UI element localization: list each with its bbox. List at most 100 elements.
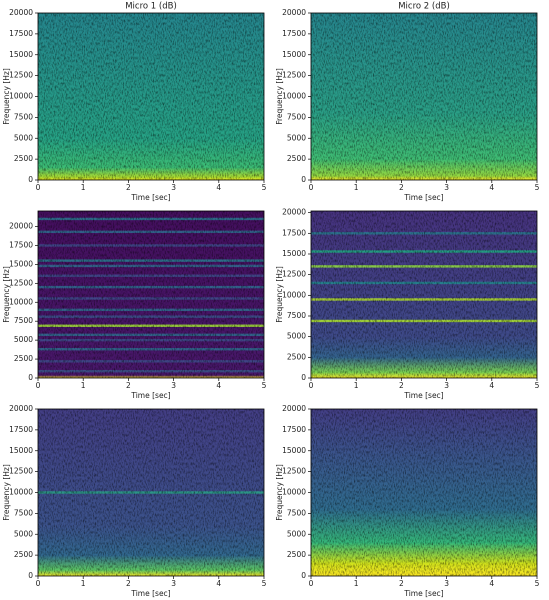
y-tick-label: 5000: [14, 529, 33, 538]
y-tick-label: 2500: [287, 154, 306, 163]
x-axis-label: Time [sec]: [130, 589, 170, 598]
y-tick-label: 12500: [282, 467, 306, 476]
x-tick-label: 1: [354, 579, 359, 588]
x-tick-label: 4: [489, 183, 494, 192]
y-tick-label: 15000: [9, 50, 33, 59]
x-tick-label: 0: [309, 183, 314, 192]
y-tick-label: 0: [301, 373, 306, 382]
y-tick-label: 20000: [282, 208, 306, 217]
y-tick-label: 12500: [9, 278, 33, 287]
y-tick-label: 5000: [287, 332, 306, 341]
y-tick-label: 0: [28, 571, 33, 580]
x-tick-label: 0: [36, 579, 41, 588]
y-axis-label: Frequency [Hz]: [2, 464, 11, 521]
spectrogram: [38, 13, 264, 180]
x-tick-label: 0: [309, 579, 314, 588]
y-tick-label: 12500: [9, 71, 33, 80]
x-tick-label: 4: [216, 579, 221, 588]
y-tick-label: 15000: [282, 249, 306, 258]
y-tick-label: 7500: [14, 316, 33, 325]
x-tick-label: 4: [489, 579, 494, 588]
y-tick-label: 5000: [14, 335, 33, 344]
y-tick-label: 15000: [282, 50, 306, 59]
y-tick-label: 20000: [282, 8, 306, 17]
panel-title: Micro 1 (dB): [125, 2, 177, 12]
y-tick-label: 0: [28, 175, 33, 184]
y-tick-label: 15000: [9, 259, 33, 268]
x-tick-label: 2: [126, 579, 131, 588]
y-tick-label: 7500: [287, 311, 306, 320]
y-tick-label: 10000: [9, 297, 33, 306]
x-tick-label: 5: [262, 579, 267, 588]
x-tick-label: 2: [126, 183, 131, 192]
y-axis-label: Frequency [Hz]: [275, 266, 284, 323]
spectrogram: [38, 409, 264, 576]
y-tick-label: 5000: [14, 133, 33, 142]
x-tick-label: 2: [126, 381, 131, 390]
y-tick-label: 2500: [14, 154, 33, 163]
x-tick-label: 3: [171, 183, 176, 192]
y-tick-label: 0: [301, 175, 306, 184]
spectrogram: [311, 211, 537, 378]
x-axis-label: Time [sec]: [403, 391, 443, 400]
x-axis-label: Time [sec]: [130, 193, 170, 202]
y-axis-label: Frequency [Hz]: [2, 266, 11, 323]
x-tick-label: 4: [216, 381, 221, 390]
x-tick-label: 1: [81, 183, 86, 192]
spectrogram: [311, 13, 537, 180]
x-tick-label: 5: [535, 381, 540, 390]
y-tick-label: 17500: [9, 425, 33, 434]
x-tick-label: 3: [444, 381, 449, 390]
x-tick-label: 5: [535, 183, 540, 192]
plot-frame: [310, 210, 538, 379]
y-tick-label: 0: [301, 571, 306, 580]
y-tick-label: 2500: [287, 550, 306, 559]
y-tick-label: 10000: [9, 488, 33, 497]
y-tick-label: 20000: [282, 404, 306, 413]
y-tick-label: 0: [28, 373, 33, 382]
panel-title: Micro 2 (dB): [398, 2, 450, 12]
x-axis-label: Time [sec]: [130, 391, 170, 400]
x-tick-label: 1: [81, 579, 86, 588]
x-tick-label: 0: [36, 183, 41, 192]
y-axis-label: Frequency [Hz]: [2, 68, 11, 125]
y-tick-label: 2500: [287, 352, 306, 361]
y-tick-label: 10000: [9, 92, 33, 101]
y-tick-label: 7500: [14, 112, 33, 121]
x-tick-label: 3: [444, 183, 449, 192]
x-tick-label: 2: [399, 183, 404, 192]
y-tick-label: 20000: [9, 222, 33, 231]
x-axis-label: Time [sec]: [403, 589, 443, 598]
x-tick-label: 5: [262, 183, 267, 192]
y-tick-label: 5000: [287, 529, 306, 538]
spectrogram: [38, 211, 264, 378]
x-tick-label: 2: [399, 381, 404, 390]
x-tick-label: 2: [399, 579, 404, 588]
y-tick-label: 2500: [14, 354, 33, 363]
y-tick-label: 17500: [282, 425, 306, 434]
y-tick-label: 17500: [9, 240, 33, 249]
x-tick-label: 3: [171, 381, 176, 390]
y-axis-label: Frequency [Hz]: [275, 464, 284, 521]
y-tick-label: 7500: [287, 508, 306, 517]
x-tick-label: 3: [444, 579, 449, 588]
x-tick-label: 1: [354, 183, 359, 192]
x-tick-label: 1: [81, 381, 86, 390]
x-tick-label: 1: [354, 381, 359, 390]
x-tick-label: 0: [309, 381, 314, 390]
y-tick-label: 17500: [282, 228, 306, 237]
y-tick-label: 12500: [282, 270, 306, 279]
x-tick-label: 3: [171, 579, 176, 588]
y-tick-label: 7500: [287, 112, 306, 121]
y-tick-label: 10000: [282, 290, 306, 299]
x-axis-label: Time [sec]: [403, 193, 443, 202]
y-tick-label: 17500: [9, 29, 33, 38]
y-tick-label: 12500: [282, 71, 306, 80]
y-axis-label: Frequency [Hz]: [275, 68, 284, 125]
y-tick-label: 10000: [282, 92, 306, 101]
y-tick-label: 5000: [287, 133, 306, 142]
y-tick-label: 20000: [9, 8, 33, 17]
y-tick-label: 15000: [9, 446, 33, 455]
x-tick-label: 5: [262, 381, 267, 390]
